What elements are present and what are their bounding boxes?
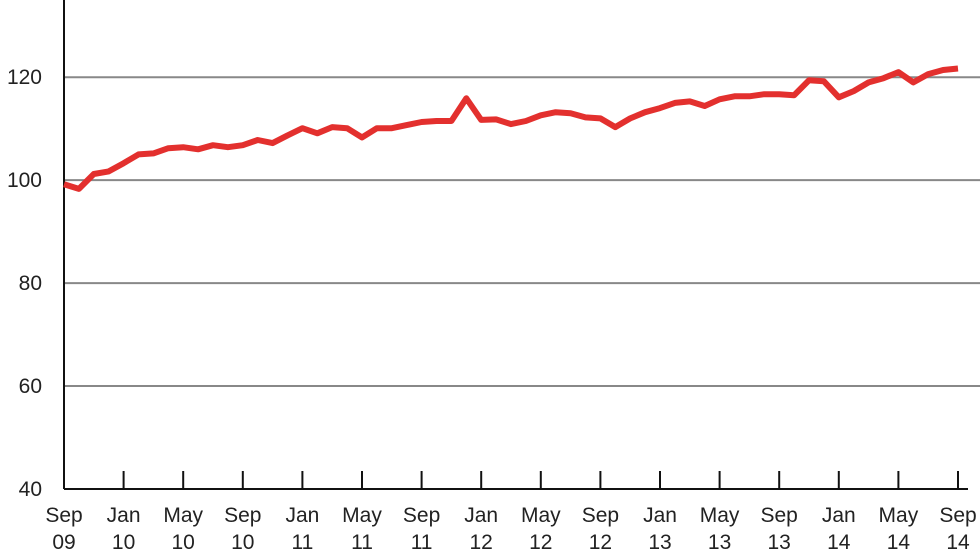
y-tick-label: 60 bbox=[18, 375, 42, 399]
x-tick-label: Sep 14 bbox=[939, 504, 977, 554]
x-tick-label: Jan 14 bbox=[821, 504, 856, 554]
x-tick-label: May 11 bbox=[342, 504, 382, 554]
data-line bbox=[63, 65, 959, 192]
x-tick-label: Jan 11 bbox=[285, 504, 320, 554]
y-tick-label: 100 bbox=[6, 169, 42, 193]
x-tick-label: Sep 12 bbox=[581, 504, 620, 554]
x-tick-label: Sep 10 bbox=[224, 504, 262, 554]
y-tick-label: 40 bbox=[18, 478, 42, 501]
x-tick-label: Sep 11 bbox=[402, 504, 441, 554]
y-tick-label: 120 bbox=[6, 66, 42, 90]
x-tick-label: Jan 10 bbox=[106, 504, 141, 554]
x-tick-label: Sep 13 bbox=[760, 504, 798, 554]
x-tick-label: May 10 bbox=[163, 504, 204, 554]
x-tick-label: May 12 bbox=[520, 504, 561, 554]
x-tick-label: May 13 bbox=[699, 504, 740, 554]
x-tick-label: May 14 bbox=[878, 504, 919, 554]
x-tick-label: Jan 12 bbox=[464, 504, 499, 554]
y-tick-label: 80 bbox=[18, 272, 42, 296]
x-tick-label: Jan 13 bbox=[643, 504, 677, 554]
x-tick-label: Sep 09 bbox=[45, 504, 83, 554]
